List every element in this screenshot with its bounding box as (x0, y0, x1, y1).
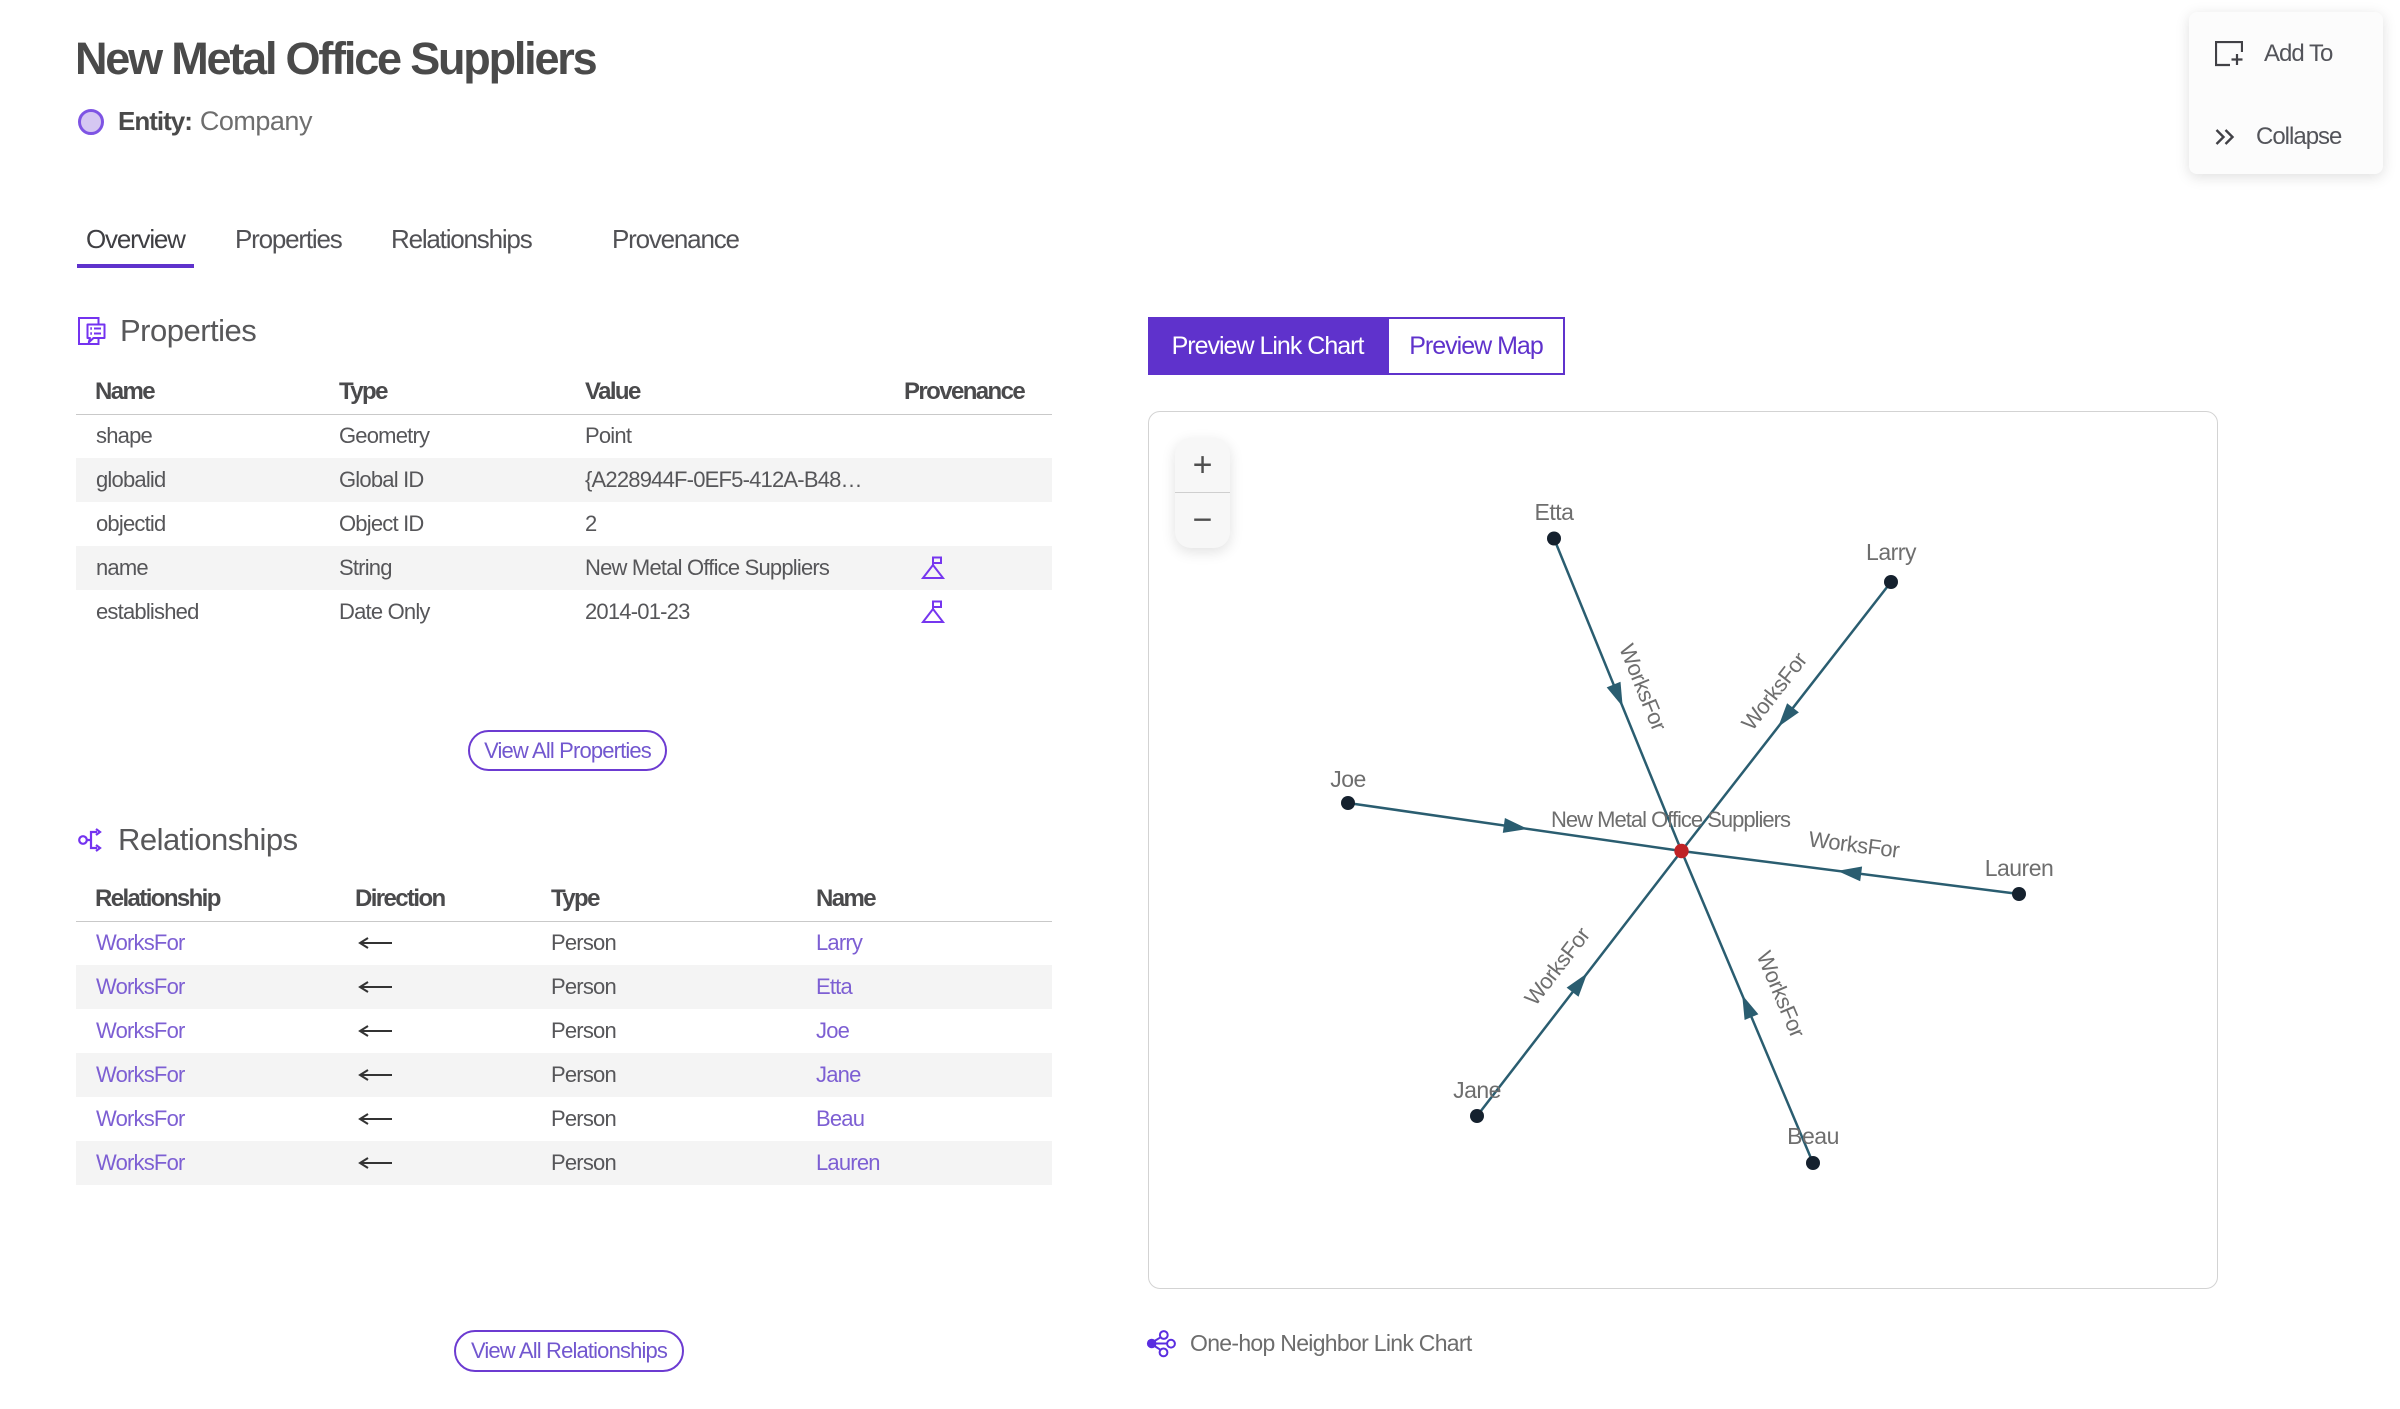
svg-text:WorksFor: WorksFor (1519, 923, 1594, 1010)
svg-text:Etta: Etta (1535, 499, 1575, 525)
svg-text:WorksFor: WorksFor (1736, 648, 1812, 735)
svg-text:Jane: Jane (1453, 1077, 1501, 1103)
svg-text:New Metal Office Suppliers: New Metal Office Suppliers (1551, 807, 1791, 832)
svg-text:WorksFor: WorksFor (1614, 640, 1672, 734)
svg-text:WorksFor: WorksFor (1752, 947, 1810, 1041)
svg-text:Lauren: Lauren (1985, 855, 2054, 881)
svg-text:WorksFor: WorksFor (1807, 826, 1901, 862)
svg-text:Larry: Larry (1866, 539, 1917, 565)
svg-text:Joe: Joe (1330, 766, 1366, 792)
svg-text:Beau: Beau (1787, 1123, 1839, 1149)
